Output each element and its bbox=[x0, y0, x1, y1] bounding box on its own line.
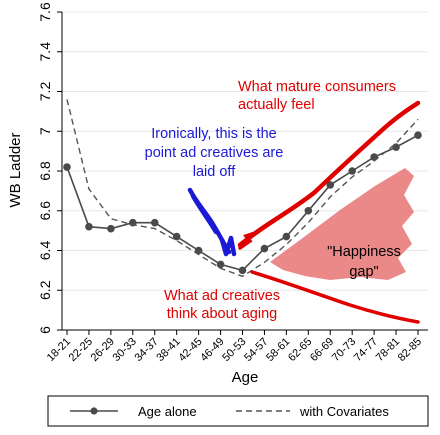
annotation-gap-line-0: "Happiness bbox=[327, 244, 401, 260]
annotation-red-bottom-line-1: think about aging bbox=[167, 306, 277, 322]
y-axis-ticks: 6 6.2 6.4 6.6 6.8 7 7.2 7.4 7.6 bbox=[37, 2, 62, 334]
happiness-gap-shape bbox=[270, 168, 414, 280]
happiness-gap-region bbox=[270, 168, 414, 280]
data-point-42-45 bbox=[194, 246, 203, 255]
data-point-58-61 bbox=[282, 232, 291, 241]
data-point-54-57 bbox=[260, 244, 269, 253]
data-point-34-37 bbox=[150, 218, 159, 227]
data-point-22-25 bbox=[85, 222, 93, 231]
red-top-scribble bbox=[238, 230, 260, 250]
data-point-26-29 bbox=[107, 224, 115, 233]
series-line-with-covariates bbox=[66, 99, 419, 278]
data-point-78-81 bbox=[392, 143, 400, 151]
annotation-blue-line-2: laid off bbox=[193, 164, 236, 180]
data-point-62-65 bbox=[304, 206, 313, 215]
y-axis-title: WB Ladder bbox=[7, 132, 24, 207]
red-top-stroke bbox=[237, 100, 421, 248]
y-tick-label-0: 6 bbox=[37, 326, 53, 334]
y-tick-label-6: 7.2 bbox=[37, 82, 53, 102]
annotation-red-top-line-1: actually feel bbox=[238, 97, 315, 113]
annotation-strokes bbox=[187, 100, 421, 324]
y-tick-label-7: 7.4 bbox=[37, 42, 53, 62]
legend-label-with-covariates: with Covariates bbox=[299, 404, 389, 419]
y-tick-label-3: 6.6 bbox=[37, 201, 53, 221]
data-point-50-53 bbox=[238, 266, 247, 275]
data-point-66-69 bbox=[326, 181, 335, 189]
y-tick-label-8: 7.6 bbox=[37, 2, 53, 22]
data-point-46-49 bbox=[216, 260, 225, 269]
legend-marker-age-alone bbox=[90, 407, 98, 415]
legend-label-age-alone: Age alone bbox=[138, 404, 197, 419]
y-tick-label-2: 6.4 bbox=[37, 241, 53, 261]
red-bottom-stroke bbox=[250, 270, 420, 324]
annotation-blue-line-0: Ironically, this is the bbox=[151, 126, 276, 142]
data-point-82-85 bbox=[414, 131, 422, 140]
series-layer bbox=[63, 99, 422, 278]
x-axis-title: Age bbox=[232, 369, 259, 386]
y-tick-label-1: 6.2 bbox=[37, 280, 53, 300]
annotation-gap-line-1: gap" bbox=[349, 264, 378, 280]
data-point-38-41 bbox=[172, 232, 181, 241]
y-tick-label-4: 6.8 bbox=[37, 161, 53, 181]
annotation-red-top-line-0: What mature consumers bbox=[238, 79, 396, 95]
legend: Age alone with Covariates bbox=[47, 395, 429, 427]
annotations: Ironically, this is the point ad creative… bbox=[145, 79, 401, 322]
data-point-70-73 bbox=[348, 167, 356, 175]
annotation-red-bottom-line-0: What ad creatives bbox=[164, 288, 280, 304]
blue-arrow-stroke bbox=[187, 187, 237, 257]
y-tick-label-5: 7 bbox=[37, 127, 53, 135]
annotation-blue-line-1: point ad creatives are bbox=[145, 145, 284, 161]
data-point-18-21 bbox=[63, 163, 71, 171]
